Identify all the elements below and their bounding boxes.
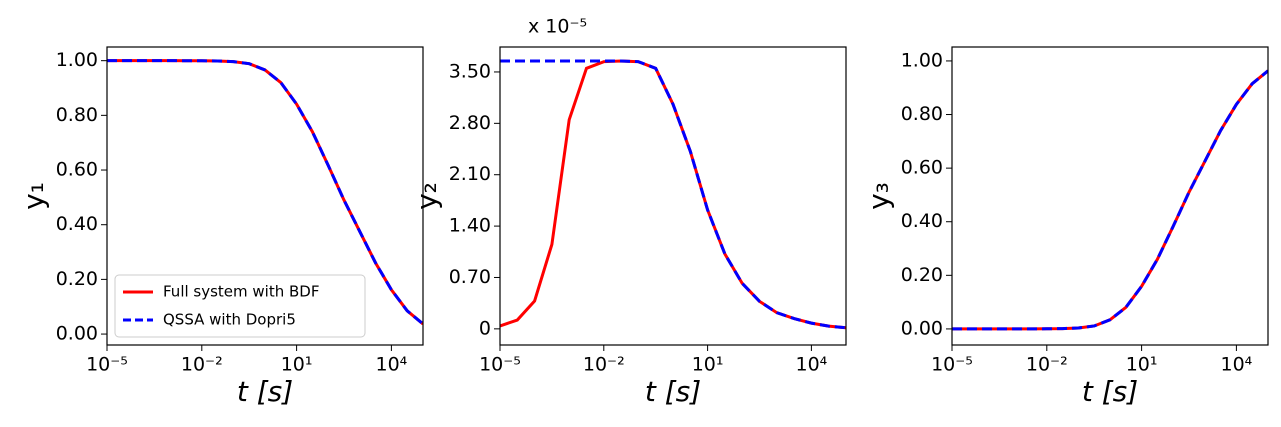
series-line [952,69,1268,331]
y-offset-label: x 10⁻⁵ [528,16,587,38]
y-tick-label: 0 [479,317,491,339]
y-tick-label: 0.20 [901,264,943,286]
y-tick-label: 0.60 [56,159,98,181]
y-tick-label: 0.60 [901,157,943,179]
x-tick-label: 10⁻⁵ [931,354,973,376]
y-tick-label: 2.80 [449,112,491,134]
x-tick-label: 10¹ [281,354,313,376]
panel: 10⁻⁵ 10⁻² 10¹ 10⁴ 0 0.70 1.40 2.10 2.80 3.50 t [s]… [410,16,847,408]
y-tick-label: 0.40 [901,210,943,232]
x-axis-label: t [s] [1082,375,1138,408]
y-tick-label: 0.00 [901,317,943,339]
y-tick-label: 0.80 [56,104,98,126]
y-tick-label: 0.40 [56,213,98,235]
series-line [107,59,423,326]
y-tick-label: 1.40 [449,215,491,237]
x-axis-label: t [s] [645,375,701,408]
series-line [500,59,846,330]
series-line [952,69,1268,331]
panel: 10⁻⁵ 10⁻² 10¹ 10⁴ 0.00 0.20 0.40 0.60 0.80 1.00 t … [862,46,1269,408]
legend-box [114,274,366,338]
plot-frame [951,46,1269,346]
x-tick-label: 10⁴ [1221,354,1253,376]
plot-frame [499,46,847,346]
x-tick-label: 10⁻² [583,354,625,376]
x-tick-label: 10⁻⁵ [86,354,128,376]
x-axis-label: t [s] [237,375,293,408]
x-tick-label: 10⁴ [376,354,408,376]
legend-label: QSSA with Dopri5 [163,311,296,329]
y-axis-label: y₂ [410,182,443,210]
y-tick-label: 1.00 [901,49,943,71]
y-axis-label: y₁ [17,182,50,210]
series-line [500,59,846,330]
y-axis-label: y₃ [862,182,895,210]
x-tick-label: 10¹ [692,354,724,376]
y-tick-label: 3.50 [449,60,491,82]
panel: 10⁻⁵ 10⁻² 10¹ 10⁴ 0.00 0.20 0.40 0.60 0.80 1.00 t … [17,46,424,408]
x-tick-label: 10⁻⁵ [479,354,521,376]
y-tick-label: 0.70 [449,266,491,288]
x-tick-label: 10¹ [1126,354,1158,376]
legend-label: Full system with BDF [163,283,319,301]
y-tick-label: 0.80 [901,103,943,125]
y-tick-label: 0.00 [56,323,98,345]
x-tick-label: 10⁻² [1026,354,1068,376]
y-tick-label: 2.10 [449,163,491,185]
y-tick-label: 1.00 [56,49,98,71]
y-tick-label: 0.20 [56,268,98,290]
x-tick-label: 10⁴ [796,354,828,376]
x-tick-label: 10⁻² [181,354,223,376]
plot-frame [106,46,424,346]
